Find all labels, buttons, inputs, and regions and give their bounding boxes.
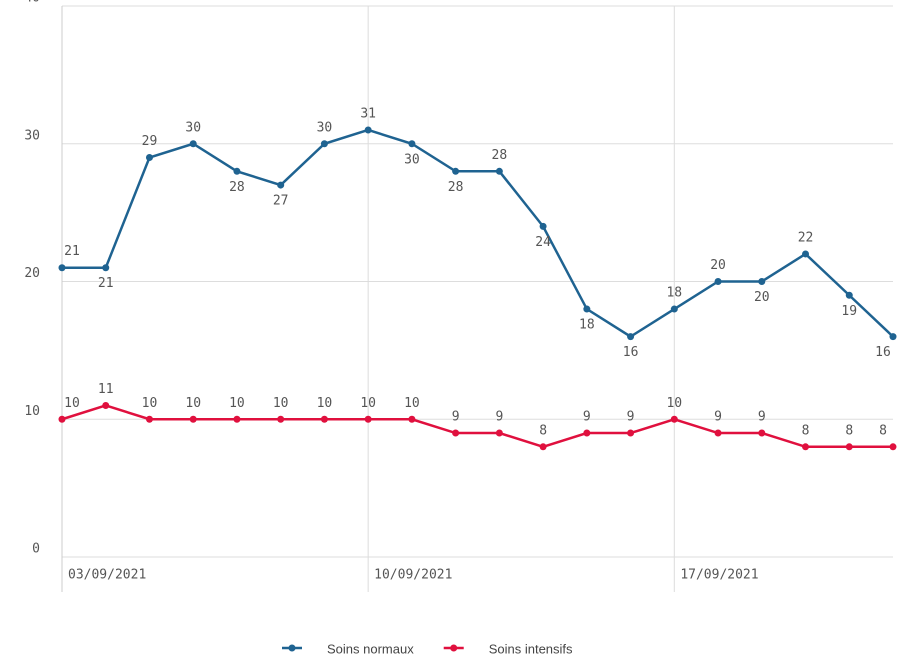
point — [802, 443, 810, 451]
data-label: 10 — [404, 396, 420, 411]
x-tick-label: 03/09/2021 — [68, 568, 146, 583]
point — [583, 429, 591, 437]
point — [408, 415, 416, 423]
point — [845, 291, 853, 299]
y-tick-label: 10 — [24, 404, 40, 419]
point — [452, 167, 460, 175]
series-line — [61, 404, 893, 449]
data-label: 8 — [802, 423, 810, 438]
data-label: 8 — [539, 423, 547, 438]
data-label: 20 — [754, 290, 770, 305]
data-label: 9 — [714, 410, 722, 425]
point — [320, 415, 328, 423]
legend-dot — [288, 644, 296, 652]
data-label: 27 — [273, 194, 289, 209]
point — [189, 415, 197, 423]
data-label: 9 — [627, 410, 635, 425]
y-tick-label: 30 — [24, 128, 40, 143]
data-label: 20 — [710, 258, 726, 273]
point — [277, 181, 285, 189]
data-label: 10 — [360, 396, 376, 411]
data-label: 9 — [583, 410, 591, 425]
point — [102, 264, 110, 272]
point — [714, 278, 722, 285]
point — [364, 415, 372, 423]
data-label: 28 — [492, 148, 508, 163]
data-label: 19 — [841, 304, 857, 319]
point — [670, 415, 678, 423]
point — [58, 415, 66, 423]
data-label: 10 — [185, 396, 201, 411]
point — [539, 443, 547, 451]
point — [233, 167, 241, 175]
point — [670, 305, 678, 313]
legend-label: Soins normaux — [327, 641, 414, 656]
data-label: 30 — [404, 152, 420, 167]
y-tick-label: 20 — [24, 266, 40, 281]
legend-dot — [450, 644, 458, 652]
y-tick-label: 40 — [24, 0, 40, 6]
data-label: 18 — [666, 286, 682, 301]
x-tick-label: 10/09/2021 — [374, 568, 452, 583]
data-label: 22 — [798, 230, 814, 245]
data-label: 8 — [845, 423, 853, 438]
x-tick-label: 17/09/2021 — [680, 568, 758, 583]
point — [802, 250, 810, 258]
point — [714, 429, 722, 437]
data-label: 16 — [623, 345, 639, 360]
series-line — [62, 128, 894, 339]
point — [233, 415, 241, 423]
point — [408, 140, 416, 148]
point — [889, 333, 897, 341]
data-label: 16 — [875, 345, 891, 360]
point — [320, 140, 328, 148]
point — [627, 429, 635, 437]
data-label: 9 — [495, 410, 503, 425]
data-label: 8 — [879, 423, 887, 438]
data-label: 21 — [98, 276, 114, 291]
point — [758, 278, 766, 285]
legend-label: Soins intensifs — [489, 641, 573, 656]
point — [452, 429, 460, 437]
data-label: 28 — [448, 180, 464, 195]
data-label: 10 — [317, 396, 333, 411]
point — [889, 443, 897, 451]
data-label: 29 — [142, 134, 158, 149]
data-label: 10 — [666, 396, 682, 411]
point — [277, 415, 285, 423]
data-label: 30 — [185, 120, 201, 135]
point — [102, 401, 110, 409]
data-label: 28 — [229, 180, 245, 195]
point — [145, 415, 153, 423]
point — [627, 333, 635, 341]
point — [364, 126, 372, 134]
data-label: 9 — [758, 410, 766, 425]
data-label: 21 — [64, 244, 80, 259]
point — [145, 154, 153, 162]
data-label: 18 — [579, 318, 595, 333]
point — [583, 305, 591, 313]
data-label: 30 — [317, 120, 333, 135]
point — [189, 140, 197, 148]
data-label: 10 — [229, 396, 245, 411]
point — [758, 429, 766, 437]
point — [495, 429, 503, 437]
data-label: 11 — [98, 382, 114, 397]
data-label: 10 — [64, 396, 80, 411]
data-label: 9 — [452, 410, 460, 425]
point — [58, 264, 66, 272]
data-label: 31 — [360, 106, 376, 121]
data-label: 10 — [142, 396, 158, 411]
point — [845, 443, 853, 451]
point — [495, 167, 503, 175]
data-label: 10 — [273, 396, 289, 411]
point — [539, 222, 547, 230]
data-label: 24 — [535, 235, 551, 250]
y-tick-label: 0 — [32, 542, 40, 557]
